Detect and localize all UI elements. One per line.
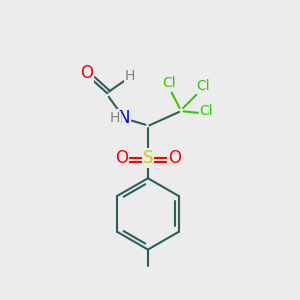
Text: Cl: Cl	[197, 79, 210, 93]
Text: O: O	[168, 149, 181, 167]
Text: Cl: Cl	[200, 104, 213, 118]
Text: O: O	[80, 64, 94, 82]
Text: Cl: Cl	[162, 76, 175, 90]
Text: N: N	[117, 110, 130, 128]
Text: H: H	[110, 112, 120, 125]
Text: H: H	[124, 69, 135, 83]
Text: S: S	[143, 149, 153, 167]
Text: O: O	[115, 149, 128, 167]
